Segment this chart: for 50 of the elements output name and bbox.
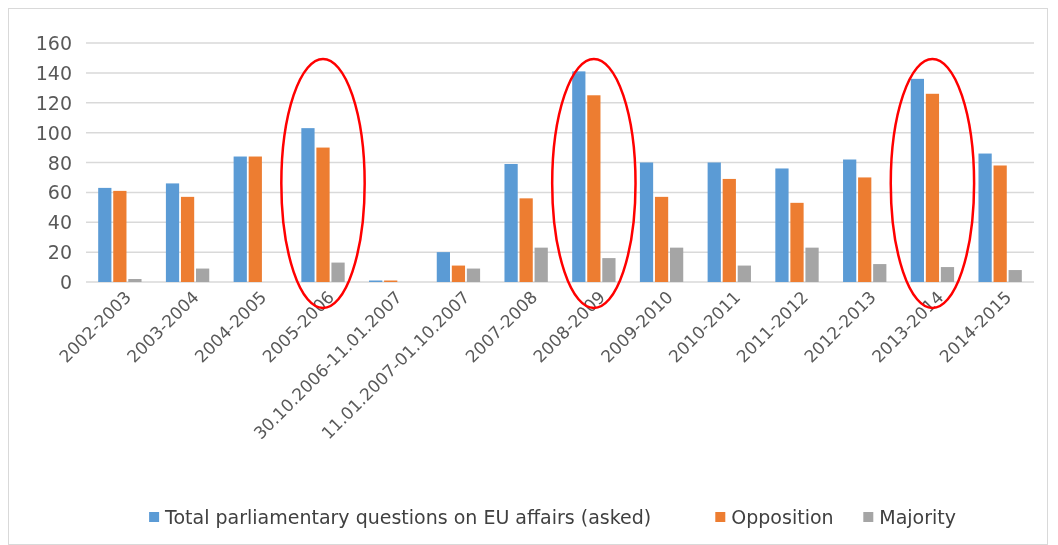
y-tick-label: 160 [35, 32, 72, 54]
bar [316, 147, 330, 282]
bar [639, 162, 654, 282]
bar [180, 196, 195, 282]
bar [805, 247, 819, 282]
bar [654, 196, 669, 282]
bar [165, 183, 180, 282]
bar [1008, 270, 1022, 282]
bar [670, 247, 684, 282]
legend-label: Majority [879, 506, 957, 528]
bar [436, 252, 450, 282]
bar [519, 198, 533, 282]
y-tick-label: 0 [59, 271, 72, 293]
bar [978, 153, 992, 282]
bar [248, 156, 262, 282]
bar [451, 265, 466, 282]
bar [196, 268, 210, 282]
y-tick-label: 100 [35, 121, 72, 144]
bar [790, 202, 804, 282]
bar [737, 265, 751, 282]
bar [925, 93, 940, 282]
bar [331, 262, 345, 282]
bar [504, 163, 518, 282]
bar [775, 168, 789, 282]
bar [843, 159, 857, 282]
y-tick-label: 20 [47, 241, 72, 264]
bar [602, 258, 616, 282]
bar [707, 162, 721, 282]
bar [113, 190, 127, 282]
bar [858, 177, 872, 282]
y-tick-label: 80 [47, 151, 72, 174]
bar [873, 264, 887, 282]
bar [534, 247, 548, 282]
y-tick-label: 120 [35, 91, 72, 114]
legend-label: Total parliamentary questions on EU affairs (asked) [164, 506, 652, 528]
bar [910, 78, 924, 282]
bar [587, 95, 601, 282]
legend-label: Opposition [731, 506, 834, 528]
bar [98, 187, 112, 282]
bar [466, 268, 481, 282]
bar [940, 267, 955, 282]
bar [722, 178, 736, 282]
bar [572, 71, 586, 282]
bar [301, 128, 315, 282]
y-tick-label: 60 [47, 181, 72, 204]
bar [233, 156, 247, 282]
y-tick-label: 140 [35, 61, 72, 84]
bar [128, 279, 142, 282]
y-tick-label: 40 [47, 211, 72, 234]
bar [993, 165, 1007, 282]
